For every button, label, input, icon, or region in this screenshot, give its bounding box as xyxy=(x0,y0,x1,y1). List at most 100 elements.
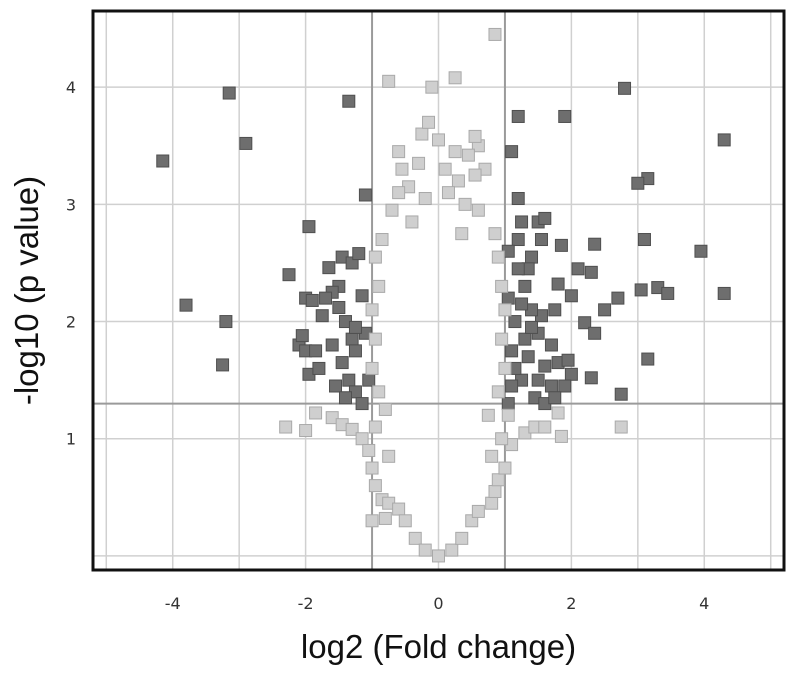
significant-point xyxy=(561,353,575,367)
non-significant-point xyxy=(362,443,376,457)
significant-point xyxy=(322,261,336,275)
significant-point xyxy=(358,188,372,202)
non-significant-point xyxy=(445,543,459,557)
significant-point xyxy=(179,298,193,312)
non-significant-point xyxy=(491,385,505,399)
significant-point xyxy=(508,315,522,329)
non-significant-point xyxy=(488,27,502,41)
non-significant-point xyxy=(355,432,369,446)
non-significant-point xyxy=(498,303,512,317)
significant-point xyxy=(501,397,515,411)
significant-point xyxy=(515,215,529,229)
significant-point xyxy=(544,338,558,352)
non-significant-point xyxy=(538,420,552,434)
significant-point xyxy=(578,316,592,330)
significant-point xyxy=(309,344,323,358)
significant-point xyxy=(362,373,376,387)
non-significant-point xyxy=(368,250,382,264)
non-significant-point xyxy=(368,332,382,346)
non-significant-point xyxy=(455,531,469,545)
non-significant-point xyxy=(405,215,419,229)
x-axis-title: log2 (Fold change) xyxy=(301,628,576,665)
non-significant-point xyxy=(299,424,313,438)
non-significant-point xyxy=(485,449,499,463)
significant-point xyxy=(538,211,552,225)
significant-point xyxy=(588,237,602,251)
significant-point xyxy=(588,326,602,340)
non-significant-point xyxy=(382,449,396,463)
non-significant-point xyxy=(345,422,359,436)
significant-point xyxy=(156,154,170,168)
significant-point xyxy=(335,356,349,370)
non-significant-point xyxy=(279,420,293,434)
significant-point xyxy=(338,391,352,405)
non-significant-point xyxy=(471,203,485,217)
non-significant-point xyxy=(372,279,386,293)
non-significant-point xyxy=(425,80,439,94)
significant-point xyxy=(641,352,655,366)
y-axis-title: -log10 (p value) xyxy=(8,176,45,405)
non-significant-point xyxy=(372,385,386,399)
non-significant-point xyxy=(382,74,396,88)
significant-point xyxy=(511,233,525,247)
significant-point xyxy=(525,320,539,334)
non-significant-point xyxy=(365,461,379,475)
non-significant-point xyxy=(441,186,455,200)
significant-point xyxy=(511,262,525,276)
significant-point xyxy=(558,379,572,393)
significant-point xyxy=(315,309,329,323)
significant-point xyxy=(637,233,651,247)
non-significant-point xyxy=(392,186,406,200)
significant-point xyxy=(538,359,552,373)
significant-point xyxy=(282,268,296,282)
significant-point xyxy=(614,387,628,401)
significant-point xyxy=(634,283,648,297)
significant-point xyxy=(219,315,233,329)
significant-point xyxy=(518,332,532,346)
significant-point xyxy=(345,332,359,346)
non-significant-point xyxy=(395,162,409,176)
non-significant-point xyxy=(485,496,499,510)
significant-point xyxy=(342,373,356,387)
significant-point xyxy=(348,344,362,358)
significant-point xyxy=(521,350,535,364)
significant-point xyxy=(319,291,333,305)
significant-point xyxy=(355,289,369,303)
y-tick-label: 4 xyxy=(66,78,76,97)
non-significant-point xyxy=(551,406,565,420)
significant-point xyxy=(548,303,562,317)
non-significant-point xyxy=(491,473,505,487)
significant-point xyxy=(511,109,525,123)
significant-point xyxy=(505,344,519,358)
significant-point xyxy=(505,145,519,159)
x-tick-label: -2 xyxy=(298,594,314,613)
plot-frame xyxy=(91,9,786,572)
significant-point xyxy=(216,358,230,372)
significant-point xyxy=(312,361,326,375)
non-significant-point xyxy=(432,133,445,147)
data-points xyxy=(156,27,731,563)
non-significant-point xyxy=(554,429,568,443)
non-significant-point xyxy=(471,504,485,518)
grid-lines xyxy=(93,11,784,570)
non-significant-point xyxy=(365,514,379,528)
significant-point xyxy=(554,238,568,252)
significant-point xyxy=(531,373,545,387)
x-tick-label: 4 xyxy=(699,594,709,613)
significant-point xyxy=(355,397,369,411)
non-significant-point xyxy=(491,250,505,264)
non-significant-point xyxy=(365,303,379,317)
non-significant-point xyxy=(468,168,482,182)
significant-point xyxy=(584,265,598,279)
non-significant-point xyxy=(412,156,426,170)
non-significant-point xyxy=(375,233,389,247)
x-tick-label: -4 xyxy=(165,594,181,613)
significant-point xyxy=(598,303,612,317)
significant-point xyxy=(302,220,316,234)
y-tick-label: 2 xyxy=(66,313,76,332)
significant-point xyxy=(548,391,562,405)
non-significant-point xyxy=(501,408,515,422)
significant-point xyxy=(305,293,319,307)
significant-point xyxy=(352,247,366,261)
significant-point xyxy=(564,367,578,381)
